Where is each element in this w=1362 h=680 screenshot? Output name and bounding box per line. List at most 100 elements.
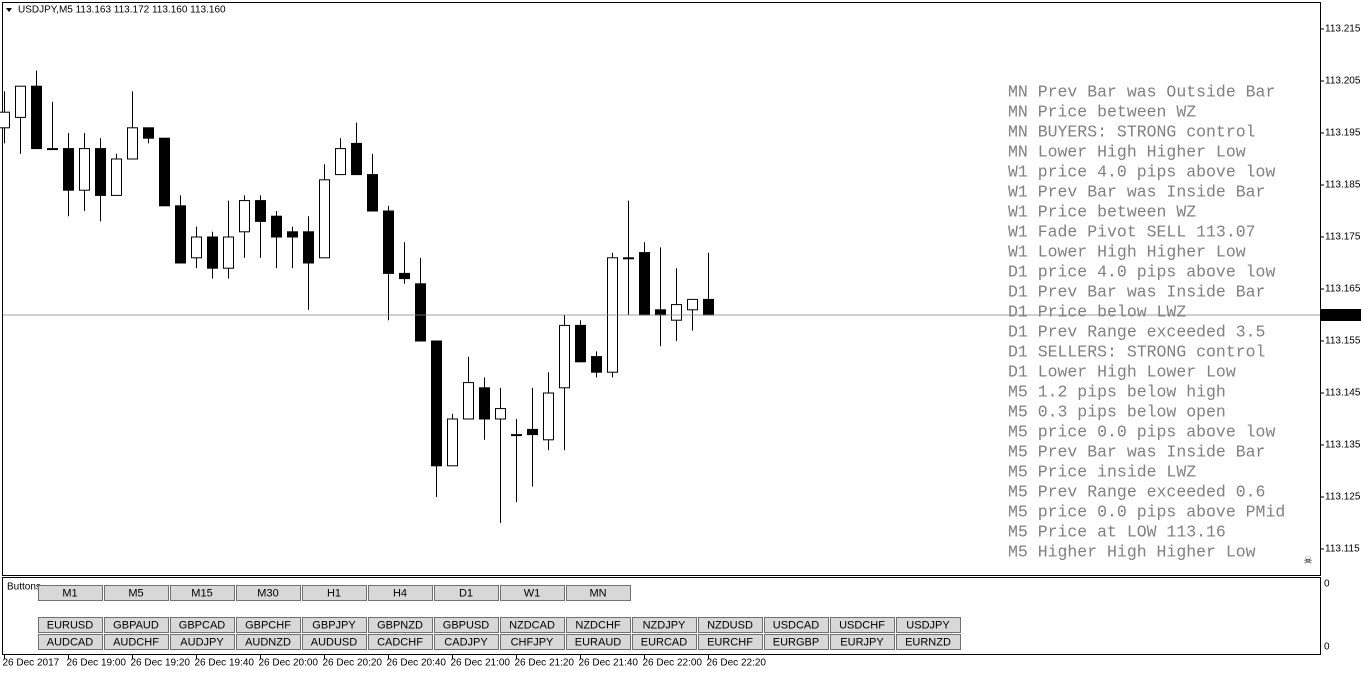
button[interactable] (170, 634, 235, 650)
button-label[interactable]: NZDJPY (643, 619, 686, 631)
button-label[interactable]: EURJPY (840, 636, 884, 648)
skull-icon[interactable]: ☠ (1304, 556, 1313, 567)
button[interactable] (566, 634, 631, 650)
button-label[interactable]: W1 (524, 587, 541, 599)
button-label[interactable]: GBPNZD (377, 619, 423, 631)
button-label[interactable]: EURUSD (47, 619, 94, 631)
x-tick-label: 26 Dec 19:00 (67, 658, 127, 669)
button[interactable] (566, 617, 631, 633)
button[interactable] (500, 585, 565, 601)
button-label[interactable]: CHFJPY (511, 636, 554, 648)
button-label[interactable]: GBPCAD (179, 619, 226, 631)
menu-arrow[interactable] (6, 8, 12, 12)
button-label[interactable]: M5 (128, 587, 143, 599)
info-line: M5 price 0.0 pips above low (1008, 422, 1275, 441)
button-label[interactable]: GBPAUD (113, 619, 159, 631)
button[interactable] (104, 585, 169, 601)
y-tick-label: 113.145 (1325, 388, 1361, 399)
button[interactable] (896, 617, 961, 633)
button-label[interactable]: AUDCHF (113, 636, 159, 648)
candle-body (335, 148, 346, 176)
button-label[interactable]: NZDUSD (707, 619, 753, 631)
candle-body (207, 236, 218, 269)
panel-title: Buttons (7, 582, 41, 593)
button-label[interactable]: GBPUSD (443, 619, 490, 631)
button-label[interactable]: M1 (62, 587, 77, 599)
candle-body (159, 137, 170, 207)
button[interactable] (434, 617, 499, 633)
button-label[interactable]: M30 (257, 587, 278, 599)
candle-body (31, 85, 42, 150)
button[interactable] (896, 634, 961, 650)
candle-body (687, 298, 698, 311)
button-label[interactable]: CADJPY (444, 636, 488, 648)
x-tick-label: 26 Dec 19:40 (195, 658, 255, 669)
button-label[interactable]: NZDCHF (575, 619, 620, 631)
candle-body (479, 387, 490, 420)
button[interactable] (170, 617, 235, 633)
button-label[interactable]: AUDCAD (47, 636, 94, 648)
button-label[interactable]: MN (589, 587, 606, 599)
x-tick-label: 26 Dec 21:40 (579, 658, 639, 669)
button[interactable] (170, 585, 235, 601)
button-label[interactable]: NZDCAD (509, 619, 555, 631)
button-label[interactable]: AUDJPY (180, 636, 224, 648)
button-label[interactable]: GBPCHF (245, 619, 291, 631)
chart-header: USDJPY,M5 113.163 113.172 113.160 113.16… (18, 5, 226, 16)
button[interactable] (434, 634, 499, 650)
y-tick-label: 113.165 (1325, 284, 1361, 295)
button[interactable] (434, 585, 499, 601)
y-tick-label: 113.135 (1325, 440, 1361, 451)
x-tick-label: 26 Dec 20:40 (387, 658, 447, 669)
button[interactable] (698, 617, 763, 633)
button-label[interactable]: EURCAD (641, 636, 688, 648)
button[interactable] (830, 617, 895, 633)
candle-body (239, 200, 250, 233)
button[interactable] (236, 585, 301, 601)
button[interactable] (632, 617, 697, 633)
button[interactable] (38, 634, 103, 650)
button[interactable] (236, 617, 301, 633)
button[interactable] (302, 617, 367, 633)
button-label[interactable]: USDJPY (906, 619, 950, 631)
button[interactable] (764, 634, 829, 650)
button-label[interactable]: AUDNZD (245, 636, 291, 648)
button[interactable] (302, 585, 367, 601)
button[interactable] (368, 617, 433, 633)
button-label[interactable]: GBPJPY (312, 619, 356, 631)
button-label[interactable]: EURNZD (905, 636, 951, 648)
button-label[interactable]: EURAUD (575, 636, 622, 648)
button[interactable] (830, 634, 895, 650)
button-label[interactable]: CADCHF (377, 636, 423, 648)
candle-body (431, 340, 442, 467)
button[interactable] (104, 634, 169, 650)
button[interactable] (38, 617, 103, 633)
button-label[interactable]: H1 (327, 587, 341, 599)
info-line: MN Price between WZ (1008, 102, 1196, 121)
button[interactable] (632, 634, 697, 650)
button[interactable] (368, 585, 433, 601)
candle-body (511, 434, 522, 437)
button[interactable] (236, 634, 301, 650)
button-label[interactable]: USDCAD (773, 619, 820, 631)
button[interactable] (764, 617, 829, 633)
button[interactable] (38, 585, 103, 601)
button[interactable] (104, 617, 169, 633)
candle-body (399, 272, 410, 280)
button-label[interactable]: AUDUSD (311, 636, 358, 648)
button[interactable] (500, 617, 565, 633)
button[interactable] (698, 634, 763, 650)
button[interactable] (302, 634, 367, 650)
button-label[interactable]: M15 (191, 587, 212, 599)
button-label[interactable]: EURGBP (773, 636, 819, 648)
y-tick-label: 113.175 (1325, 232, 1361, 243)
button[interactable] (368, 634, 433, 650)
button-label[interactable]: EURCHF (707, 636, 753, 648)
candle-body (47, 148, 58, 151)
button[interactable] (500, 634, 565, 650)
button-label[interactable]: USDCHF (839, 619, 885, 631)
button-label[interactable]: H4 (393, 587, 407, 599)
button[interactable] (566, 585, 631, 601)
button-label[interactable]: D1 (459, 587, 473, 599)
